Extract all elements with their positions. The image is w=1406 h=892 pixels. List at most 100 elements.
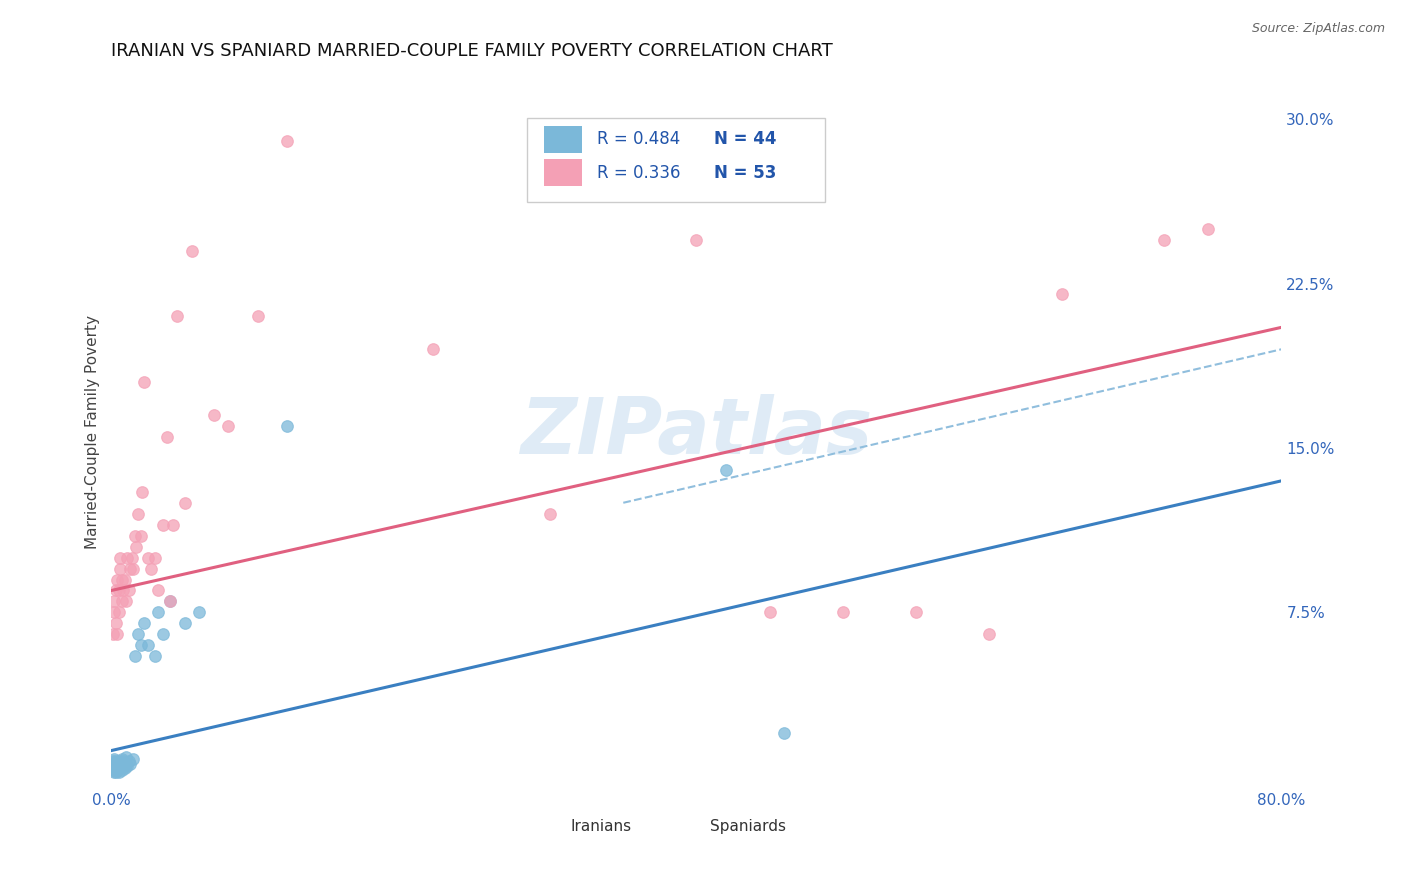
Point [112,759,135,773]
Point [143,649,166,664]
Point [101,764,124,778]
Point [173,496,195,510]
Point [758,606,780,620]
Point [103,756,125,771]
Point [124,529,146,543]
Point [117,759,139,773]
Point [111,764,134,778]
Point [105,761,128,775]
Point [104,765,127,780]
Point [162,517,184,532]
Point [977,627,1000,641]
Point [159,594,181,608]
Point [104,616,127,631]
Point [104,583,127,598]
Text: N = 53: N = 53 [714,164,776,182]
Y-axis label: Married-Couple Family Poverty: Married-Couple Family Poverty [86,315,100,549]
Text: Iranians: Iranians [569,819,631,834]
Point [773,726,796,740]
Point [103,761,125,775]
Point [108,561,131,575]
Point [104,759,127,773]
Text: IRANIAN VS SPANIARD MARRIED-COUPLE FAMILY POVERTY CORRELATION CHART: IRANIAN VS SPANIARD MARRIED-COUPLE FAMIL… [111,42,834,60]
Point [538,507,561,521]
Point [118,583,141,598]
Text: N = 44: N = 44 [714,130,776,148]
Point [107,583,129,598]
Point [246,310,269,324]
Point [107,759,129,773]
Point [1050,287,1073,301]
Point [101,755,124,769]
Point [117,550,139,565]
Point [104,764,127,778]
Point [107,765,129,780]
Point [714,463,737,477]
Point [118,755,141,769]
Point [121,550,143,565]
Point [105,756,128,771]
Text: Spaniards: Spaniards [710,819,786,834]
Point [101,627,124,641]
Point [122,752,145,766]
Point [173,616,195,631]
Point [148,583,170,598]
Point [904,606,927,620]
Point [124,649,146,664]
Point [104,755,127,769]
Point [107,755,129,769]
Point [103,594,125,608]
Point [143,550,166,565]
Point [136,550,159,565]
Point [127,627,149,641]
Point [276,134,298,148]
Point [114,761,136,775]
Point [103,606,125,620]
FancyBboxPatch shape [533,818,562,836]
Text: R = 0.336: R = 0.336 [598,164,681,182]
Point [156,430,179,444]
Point [108,550,131,565]
Point [120,756,142,771]
Point [131,484,153,499]
Point [202,408,225,422]
Point [159,594,181,608]
Point [612,178,634,192]
Point [136,638,159,652]
Point [103,752,125,766]
Point [276,419,298,434]
Point [114,573,136,587]
Point [217,419,239,434]
Point [120,561,142,575]
Point [108,756,131,771]
Text: Source: ZipAtlas.com: Source: ZipAtlas.com [1251,22,1385,36]
Point [125,540,148,554]
FancyBboxPatch shape [673,818,702,836]
Point [115,756,138,771]
Point [122,561,145,575]
Point [107,606,129,620]
Point [1197,221,1219,235]
Point [111,594,134,608]
Point [188,606,211,620]
Point [685,233,707,247]
Point [1153,233,1175,247]
Point [108,761,131,775]
Point [132,375,155,389]
Point [152,517,174,532]
FancyBboxPatch shape [544,126,582,153]
Text: ZIPatlas: ZIPatlas [520,393,873,469]
Point [105,764,128,778]
Point [129,638,152,652]
Point [111,573,134,587]
Point [115,594,138,608]
Point [112,755,135,769]
FancyBboxPatch shape [544,160,582,186]
Point [127,507,149,521]
Point [132,616,155,631]
Point [105,627,128,641]
Point [166,310,188,324]
Point [152,627,174,641]
Point [101,759,124,773]
Point [831,606,853,620]
